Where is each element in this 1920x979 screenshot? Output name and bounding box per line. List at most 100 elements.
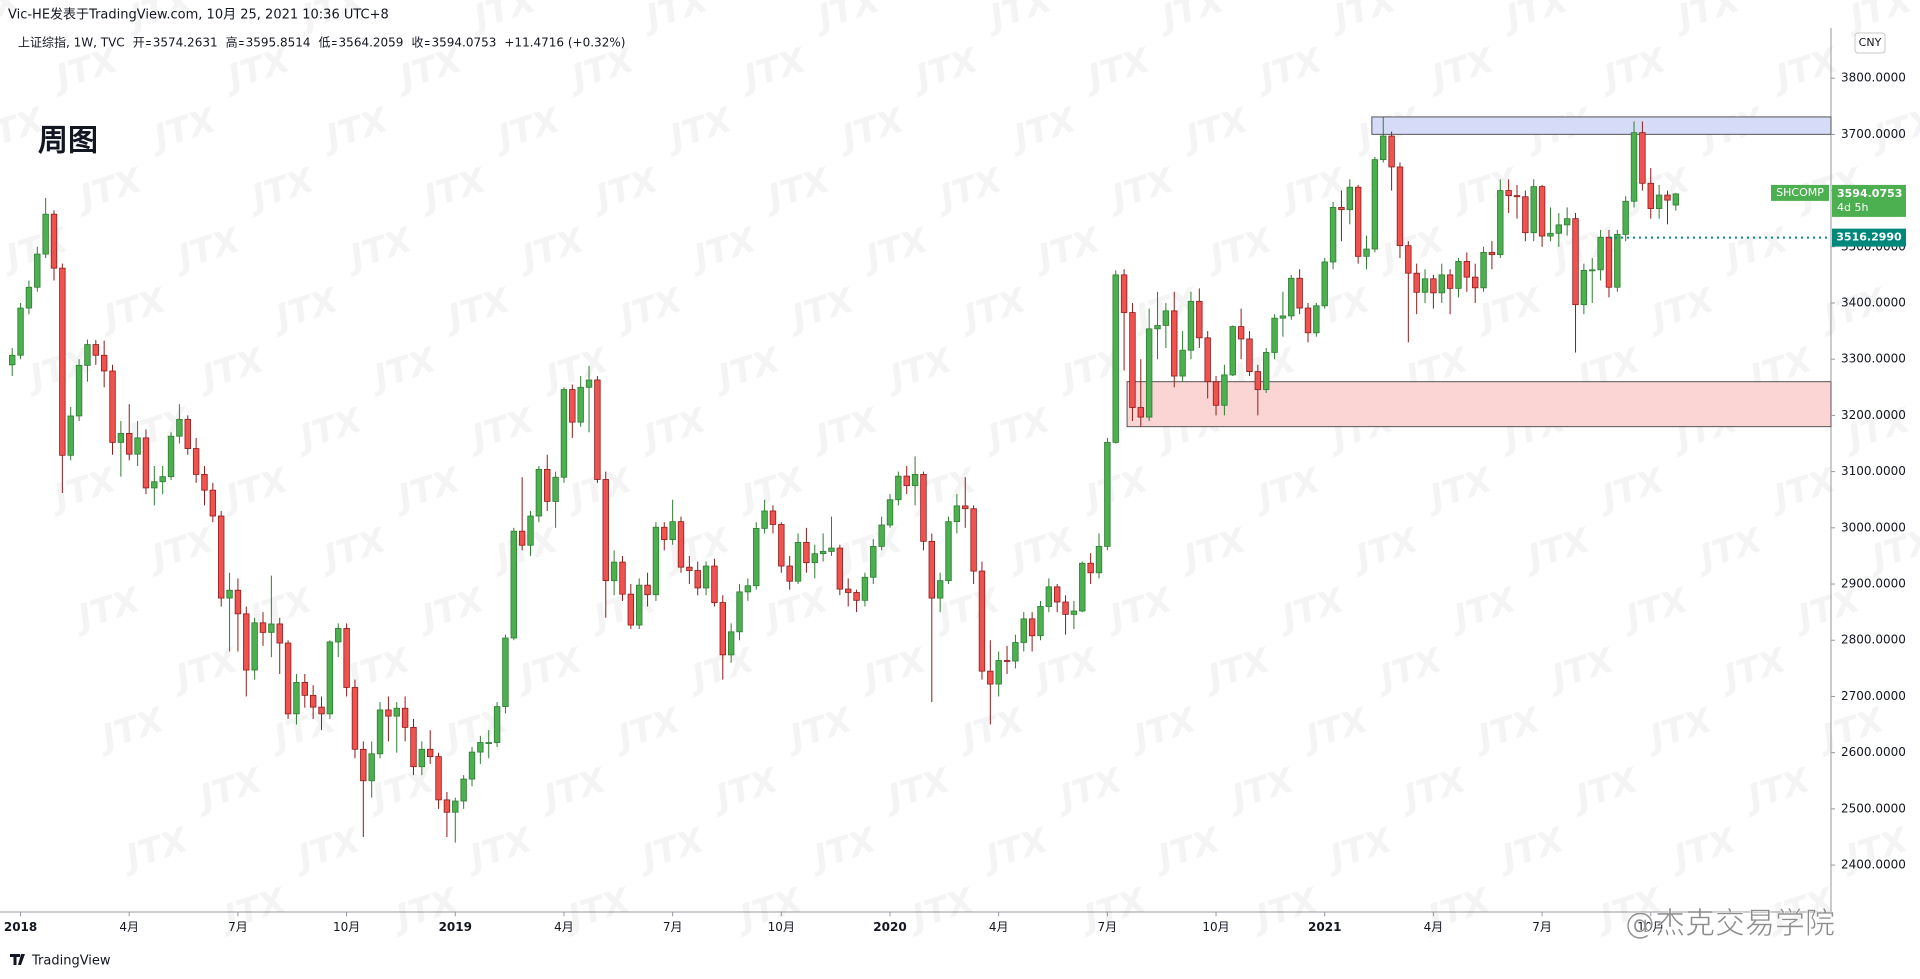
candle-body: [151, 481, 158, 489]
candle-body: [268, 623, 275, 633]
x-tick-label: 4月: [554, 920, 574, 934]
y-tick-label: 2700.0000: [1841, 689, 1906, 703]
watermark: JTX: [708, 340, 787, 400]
candle-body: [995, 660, 1002, 685]
watermark: JTX: [1468, 700, 1547, 760]
watermark: JTX: [854, 640, 933, 700]
candle-body: [1463, 260, 1471, 278]
watermark: JTX: [954, 280, 1033, 340]
y-tick-label: 3300.0000: [1841, 352, 1906, 366]
candle-body: [1129, 312, 1136, 408]
watermark: JTX: [586, 160, 665, 220]
candle-body: [1263, 352, 1270, 390]
watermark: JTX: [1124, 700, 1203, 760]
candle-body: [1171, 310, 1178, 377]
watermark: JTX: [902, 880, 981, 940]
candle-body: [1622, 200, 1629, 235]
y-tick-label: 3400.0000: [1841, 295, 1906, 309]
candle-body: [17, 307, 24, 356]
candle-body: [819, 551, 827, 555]
candle-body: [945, 521, 952, 582]
legend-value: 3564.2059: [339, 36, 404, 50]
watermark: JTX: [660, 100, 739, 160]
watermark: JTX: [68, 580, 147, 640]
watermark: JTX: [1616, 580, 1695, 640]
candle-body: [301, 682, 308, 696]
candle-body: [1430, 278, 1437, 294]
candle-body: [1054, 586, 1061, 603]
watermark: JTX: [1370, 640, 1449, 700]
candle-body: [1413, 272, 1420, 293]
x-tick-label: 2018: [4, 920, 37, 934]
watermark: JTX: [1222, 760, 1301, 820]
logo-icon: [10, 954, 25, 965]
candle-body: [736, 591, 743, 633]
watermark: JTX: [340, 220, 419, 280]
candle-body: [1614, 234, 1621, 288]
watermark: JTX: [878, 760, 957, 820]
currency: CNY: [1859, 36, 1882, 49]
watermark: JTX: [488, 100, 567, 160]
candle-body: [410, 726, 417, 768]
candle-body: [460, 778, 467, 802]
candle-body: [719, 602, 726, 656]
candle-body: [1513, 195, 1521, 198]
watermark: JTX: [288, 820, 367, 880]
candle-body: [527, 515, 534, 546]
candle-body: [1037, 606, 1044, 637]
candle-body: [1321, 261, 1328, 307]
candle-body: [84, 344, 91, 366]
watermark: JTX: [976, 820, 1055, 880]
candle-body: [878, 524, 885, 547]
y-tick-label: 3800.0000: [1841, 71, 1906, 85]
watermark: JTX: [142, 520, 221, 580]
watermark: JTX: [906, 40, 985, 100]
candle-body: [485, 742, 492, 744]
candle-body: [845, 588, 852, 593]
candle-body: [468, 751, 476, 780]
watermark: JTX: [1668, 0, 1747, 39]
y-tick-label: 3700.0000: [1841, 127, 1906, 141]
candle-body: [1020, 618, 1027, 643]
candle-body: [92, 344, 99, 356]
candle-body: [870, 545, 877, 578]
watermark: JTX: [1492, 820, 1571, 880]
candle-body: [861, 576, 869, 601]
x-tick-label: 10月: [333, 920, 360, 934]
watermark: JTX: [436, 700, 515, 760]
candle-body: [753, 527, 760, 587]
watermark: JTX: [388, 460, 467, 520]
candle-body: [1137, 407, 1144, 418]
watermark: JTX: [1100, 580, 1179, 640]
last-name: SHCOMP: [1776, 186, 1824, 199]
candle-body: [1045, 586, 1053, 607]
candle-body: [661, 526, 668, 541]
watermark: JTX: [632, 820, 711, 880]
candle-body: [251, 622, 258, 671]
candle-body: [936, 580, 944, 599]
candle-body: [192, 448, 200, 475]
watermark: JTX: [534, 760, 613, 820]
candle-body: [1580, 269, 1588, 306]
candle-body: [1012, 642, 1019, 662]
watermark: JTX: [684, 220, 763, 280]
candle-body: [1363, 248, 1370, 257]
candle-body: [585, 379, 593, 388]
candle-body: [1597, 236, 1604, 271]
x-tick-label: 2020: [873, 920, 906, 934]
watermark: JTX: [1766, 40, 1845, 100]
candle-body: [217, 515, 225, 599]
watermark: JTX: [1152, 0, 1231, 39]
watermark: JTX: [634, 400, 713, 460]
header: Vic-HE发表于TradingView.com, 10月 25, 2021 1…: [8, 7, 389, 23]
candle-body: [1104, 441, 1111, 547]
candle-body: [1237, 326, 1245, 340]
watermark: JTX: [486, 520, 565, 580]
watermark: JTX: [1200, 220, 1279, 280]
candle-body: [1187, 300, 1195, 351]
watermark: JTX: [364, 340, 443, 400]
candle-body: [1070, 610, 1078, 615]
candle-body: [1221, 374, 1228, 406]
candle-body: [184, 418, 191, 449]
